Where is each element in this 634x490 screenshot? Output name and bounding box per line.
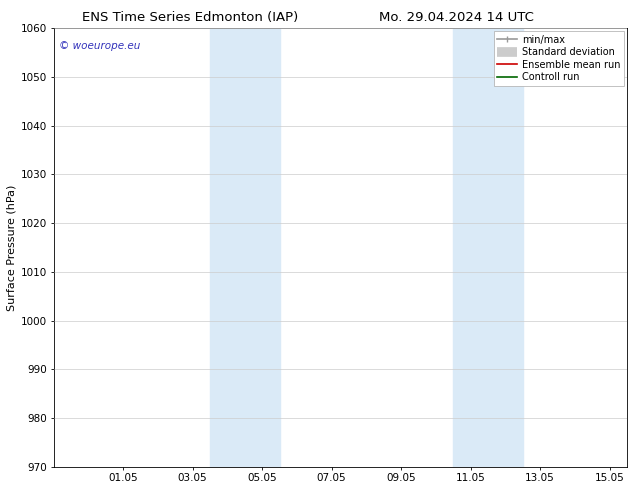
Text: © woeurope.eu: © woeurope.eu: [60, 41, 141, 51]
Bar: [210, 28, 245, 467]
Y-axis label: Surface Pressure (hPa): Surface Pressure (hPa): [7, 184, 17, 311]
Bar: [453, 28, 488, 467]
Legend: min/max, Standard deviation, Ensemble mean run, Controll run: min/max, Standard deviation, Ensemble me…: [493, 31, 624, 86]
Text: Mo. 29.04.2024 14 UTC: Mo. 29.04.2024 14 UTC: [379, 11, 534, 24]
Bar: [488, 28, 523, 467]
Text: ENS Time Series Edmonton (IAP): ENS Time Series Edmonton (IAP): [82, 11, 299, 24]
Bar: [245, 28, 280, 467]
